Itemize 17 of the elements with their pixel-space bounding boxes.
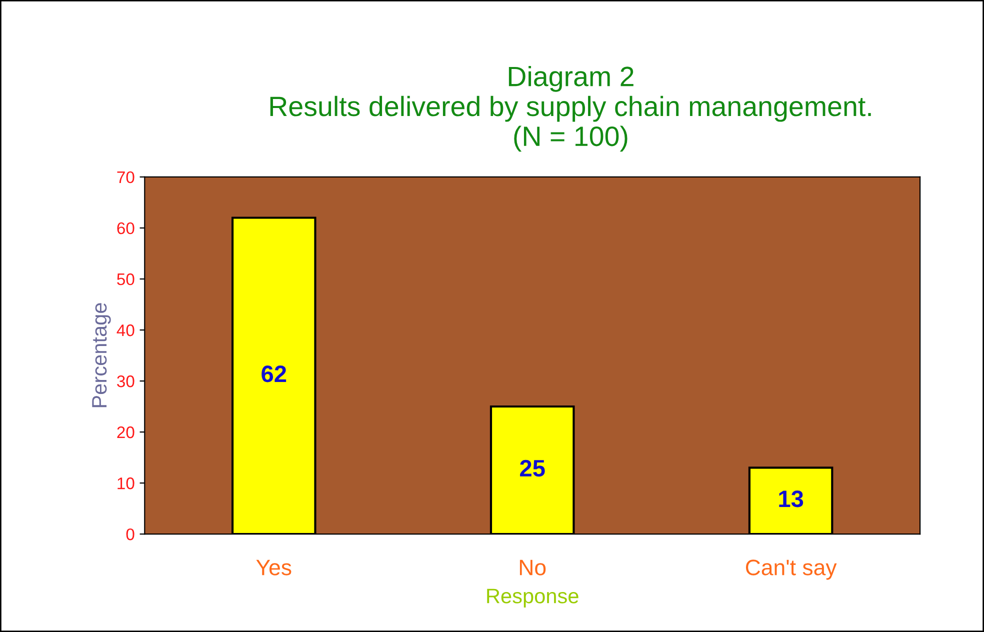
x-tick-label: No (520, 560, 546, 576)
y-tick-label: 40 (116, 324, 134, 336)
y-tick-label: 20 (117, 426, 134, 438)
y-tick-label: 70 (117, 171, 134, 184)
data-label: 13 (779, 490, 804, 508)
y-tick-label: 0 (126, 528, 134, 540)
y-axis-title: Percentage (92, 303, 111, 408)
data-label: 62 (262, 366, 286, 382)
x-tick-label: Can't say (746, 560, 837, 580)
x-axis-title: Response (487, 588, 578, 608)
y-tick-label: 60 (117, 222, 134, 234)
chart-title: Diagram 2 Results delivered by supply chain manangement. (N = 100) (270, 66, 871, 152)
y-tick-label: 10 (118, 477, 134, 490)
x-tick-label: Yes (256, 560, 292, 576)
y-tick-label: 30 (117, 375, 134, 388)
data-label: 25 (520, 460, 545, 477)
y-tick-label: 50 (117, 273, 134, 286)
